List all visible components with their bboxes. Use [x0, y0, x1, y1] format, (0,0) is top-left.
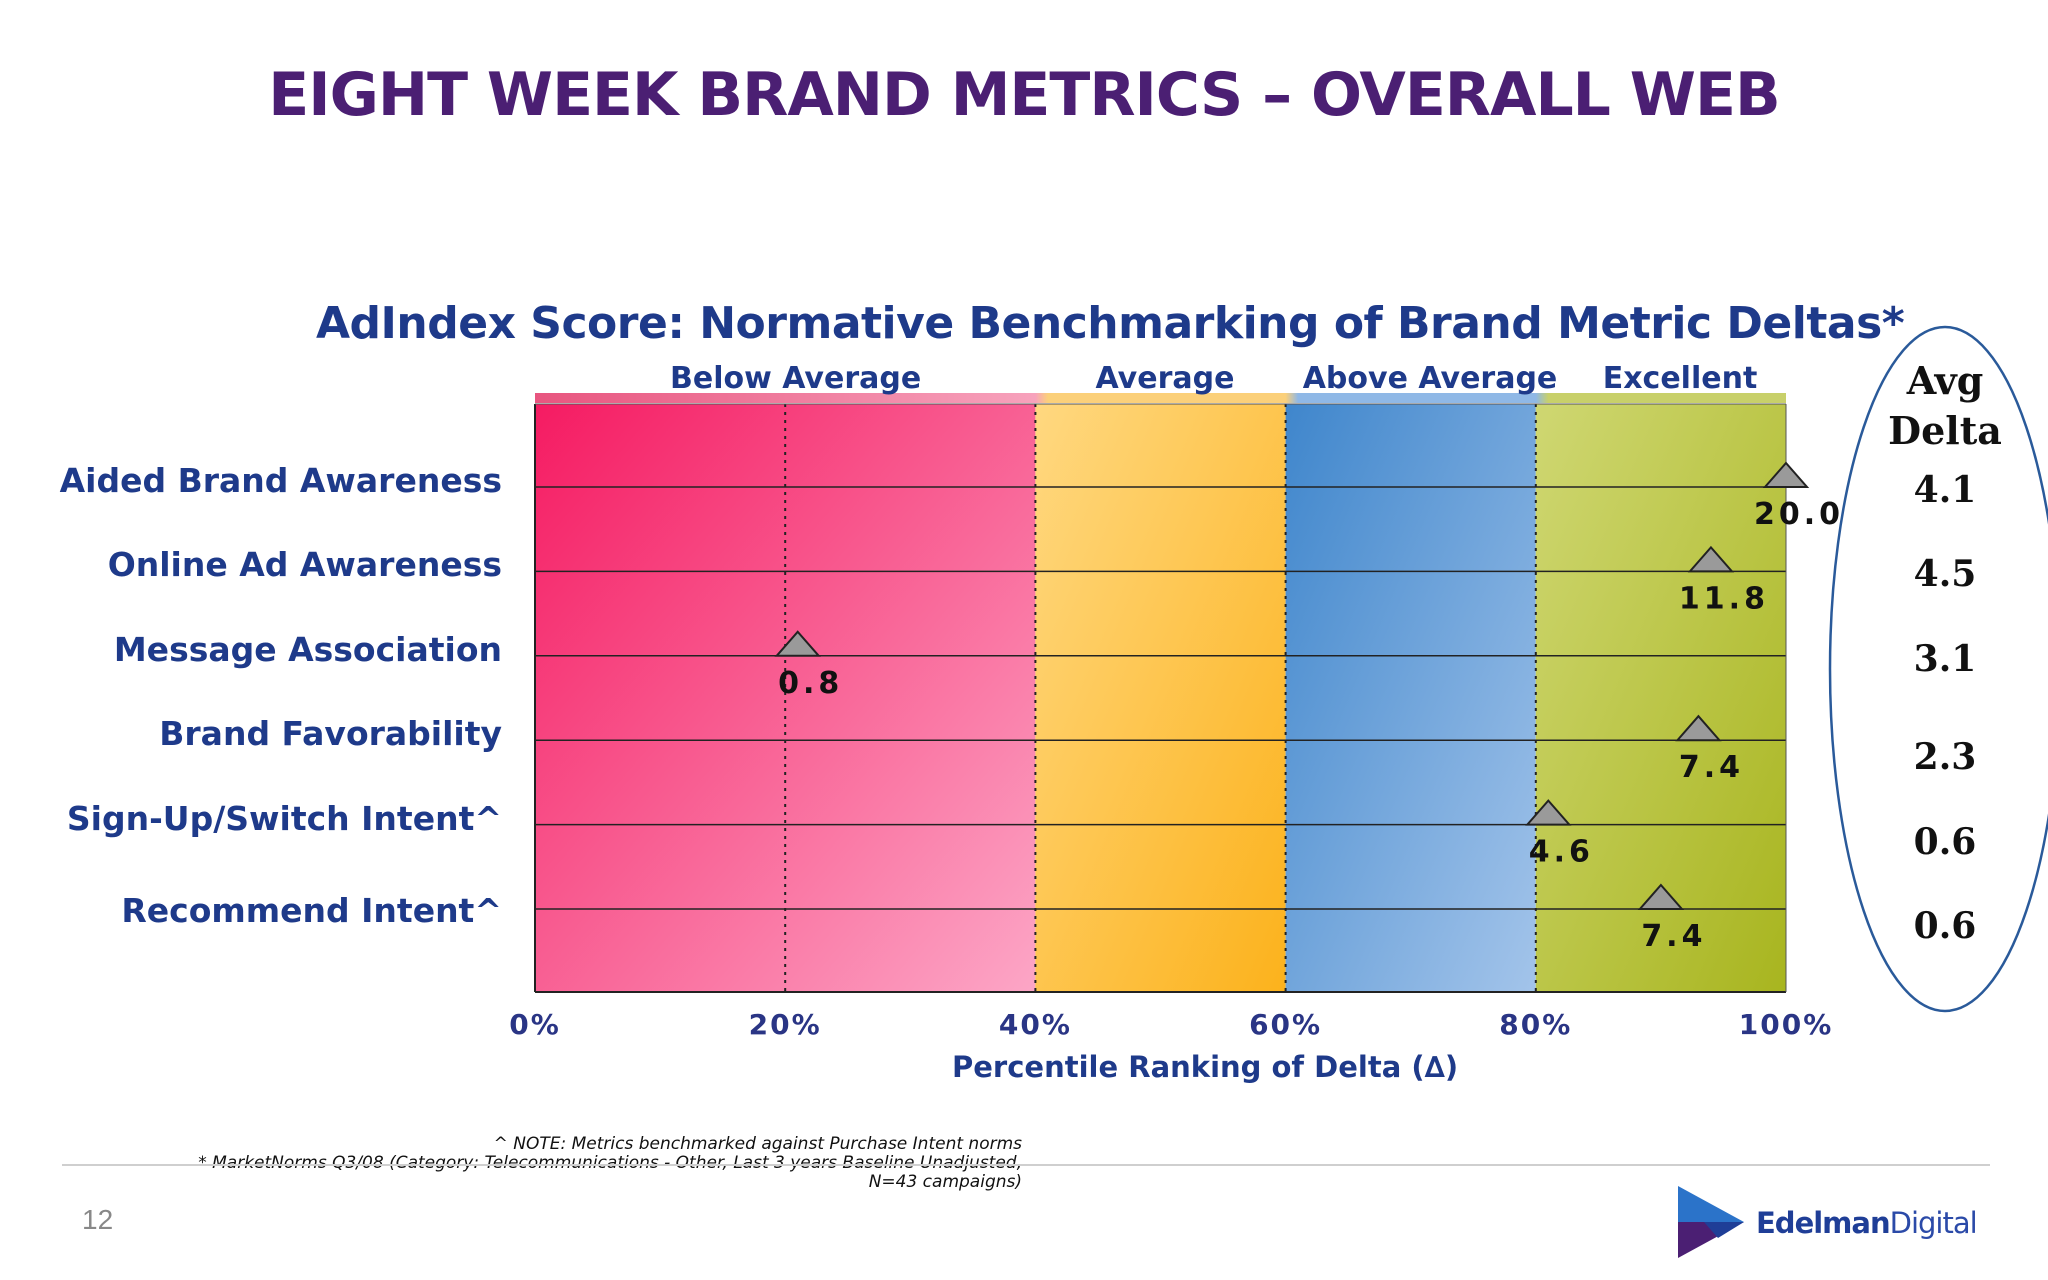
band-1	[1035, 404, 1286, 992]
chart-title: AdIndex Score: Normative Benchmarking of…	[316, 298, 1905, 349]
footnote-note: ^ NOTE: Metrics benchmarked against Purc…	[493, 1134, 1022, 1154]
data-point-marker	[1687, 545, 1735, 573]
category-label: Message Association	[113, 629, 502, 669]
logo-text-bold: Edelman	[1756, 1206, 1891, 1240]
avg-delta-ellipse	[1828, 325, 2048, 1013]
data-point-marker	[1525, 799, 1572, 826]
logo-text-thin: Digital	[1889, 1206, 1978, 1240]
avg-delta-header: Avg Delta	[1888, 358, 2002, 453]
page-number: 12	[82, 1204, 114, 1235]
band-label: Excellent	[1602, 361, 1758, 396]
avg-delta-value: 4.5	[1913, 553, 1977, 596]
data-point-marker	[774, 630, 821, 657]
band-label: Below Average	[670, 361, 922, 396]
data-point-label: 7.4	[1641, 919, 1706, 954]
data-point-label: 4.6	[1529, 835, 1594, 870]
x-tick-label: 100%	[1738, 1008, 1834, 1041]
avg-delta-value: 3.1	[1913, 637, 1977, 680]
category-label: Brand Favorability	[159, 714, 502, 754]
category-label: Online Ad Awareness	[107, 545, 502, 585]
footer-divider	[62, 1164, 1990, 1166]
x-tick-label: 0%	[509, 1008, 561, 1041]
data-point-label: 11.8	[1679, 581, 1769, 616]
data-point-marker	[1637, 883, 1685, 910]
data-point-label: 7.4	[1679, 750, 1744, 785]
x-tick-label: 80%	[1499, 1008, 1573, 1041]
band-2	[1285, 404, 1536, 992]
x-tick-label: 40%	[998, 1008, 1072, 1041]
data-point-label: 20.0	[1754, 497, 1844, 532]
band-header-strip	[535, 393, 1786, 403]
avg-delta-value: 0.6	[1913, 905, 1977, 947]
avg-delta-value: 4.1	[1913, 469, 1977, 511]
x-axis-label: Percentile Ranking of Delta (∆)	[952, 1050, 1459, 1084]
category-label: Aided Brand Awareness	[59, 461, 502, 500]
category-label: Sign-Up/Switch Intent^	[66, 798, 502, 838]
x-tick-label: 20%	[748, 1008, 822, 1041]
band-label: Above Average	[1302, 361, 1558, 396]
band-label: Average	[1095, 361, 1235, 396]
data-point-marker	[1675, 714, 1722, 742]
category-label: Recommend Intent^	[121, 891, 502, 930]
edelman-logo-icon	[1678, 1186, 1744, 1258]
data-point-marker	[1762, 461, 1810, 488]
avg-delta-value: 2.3	[1913, 736, 1977, 779]
footnote-source-line1: * MarketNorms Q3/08 (Category: Telecommu…	[198, 1153, 1022, 1173]
avg-delta-value: 0.6	[1913, 820, 1977, 863]
x-tick-label: 60%	[1249, 1008, 1323, 1041]
data-point-label: 0.8	[778, 666, 843, 701]
edelman-logo-text: EdelmanDigital	[1756, 1206, 1978, 1240]
footnote-source-line2: N=43 campaigns)	[868, 1172, 1022, 1192]
page-title: EIGHT WEEK BRAND METRICS – OVERALL WEB	[268, 60, 1780, 130]
